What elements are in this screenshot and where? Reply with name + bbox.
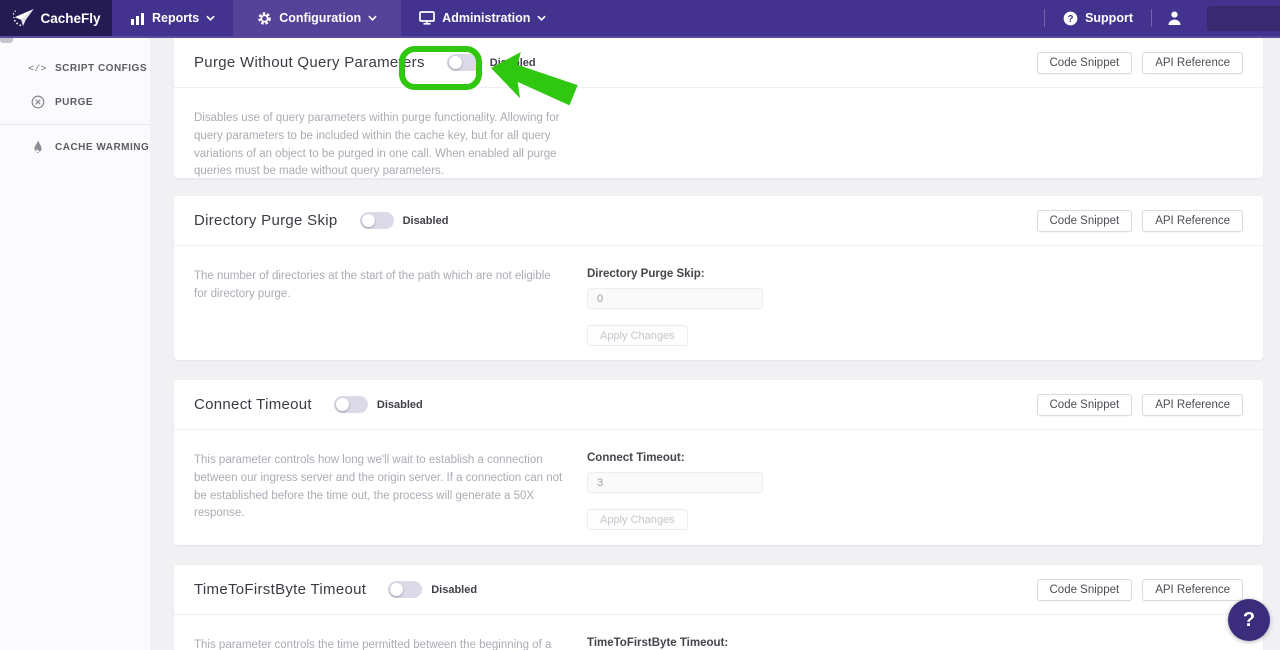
timetofirstbyte-timeout-toggle[interactable]: Disabled — [388, 581, 477, 598]
card-title: Connect Timeout — [194, 396, 312, 413]
input-label: TimeToFirstByte Timeout: — [587, 637, 729, 649]
navbar-divider — [1151, 9, 1152, 27]
toggle-status: Disabled — [489, 56, 536, 69]
toggle-knob — [361, 214, 375, 227]
setting-form: Directory Purge Skip: Apply Changes — [587, 268, 763, 360]
toggle-switch[interactable] — [388, 581, 423, 598]
card-connect-timeout: Connect Timeout Disabled Code Snippet AP… — [174, 380, 1263, 545]
apply-changes-button[interactable]: Apply Changes — [587, 509, 688, 530]
user-icon — [1166, 10, 1183, 26]
input-label: Connect Timeout: — [587, 452, 685, 464]
toggle-status: Disabled — [431, 583, 478, 596]
question-mark-label: ? — [1242, 608, 1256, 631]
setting-description: This parameter controls how long we'll w… — [194, 454, 563, 520]
sidebar-item-script-configs[interactable]: </> SCRIPT CONFIGS — [28, 62, 148, 74]
sidebar-item-partial-icon — [0, 38, 13, 43]
apply-changes-button[interactable]: Apply Changes — [587, 325, 688, 346]
sidebar-divider — [0, 124, 150, 125]
nav-configuration[interactable]: Configuration — [233, 0, 402, 36]
bar-chart-icon — [130, 12, 145, 25]
user-menu-button[interactable] — [1152, 10, 1197, 26]
settings-sidebar: </> SCRIPT CONFIGS PURGE CACHE WARMING — [0, 38, 150, 650]
nav-support[interactable]: ? Support — [1045, 11, 1151, 26]
toggle-switch[interactable] — [333, 396, 368, 413]
toggle-status: Disabled — [402, 214, 449, 227]
toggle-knob — [390, 583, 404, 596]
nav-reports[interactable]: Reports — [112, 0, 233, 36]
chevron-down-icon — [537, 15, 547, 21]
nav-administration[interactable]: Administration — [401, 0, 564, 36]
cachefly-logo[interactable]: CacheFly — [0, 0, 112, 36]
card-title: Directory Purge Skip — [194, 212, 338, 229]
card-timetofirstbyte-timeout: TimeToFirstByte Timeout Disabled Code Sn… — [174, 565, 1263, 650]
card-directory-purge-skip: Directory Purge Skip Disabled Code Snipp… — [174, 196, 1263, 360]
chevron-down-icon — [368, 15, 377, 21]
account-menu-area[interactable] — [1207, 5, 1280, 31]
card-body: This parameter controls the time permitt… — [174, 615, 1263, 650]
toggle-status: Disabled — [376, 398, 423, 411]
navbar-divider — [1044, 9, 1046, 27]
connect-timeout-input[interactable] — [587, 472, 763, 493]
api-reference-button[interactable]: API Reference — [1142, 578, 1243, 601]
question-circle-icon: ? — [1063, 11, 1078, 26]
settings-main: Purge Without Query Parameters Disabled … — [174, 38, 1263, 650]
card-body: Disables use of query parameters within … — [174, 88, 1263, 178]
sidebar-item-cache-warming[interactable]: CACHE WARMING — [0, 130, 150, 164]
api-reference-button[interactable]: API Reference — [1142, 209, 1243, 232]
code-snippet-button[interactable]: Code Snippet — [1036, 578, 1133, 601]
toggle-knob — [335, 398, 349, 411]
brand-name: CacheFly — [40, 10, 101, 26]
code-snippet-button[interactable]: Code Snippet — [1036, 393, 1133, 416]
setting-form: Connect Timeout: Apply Changes — [587, 452, 763, 545]
circle-x-icon — [30, 95, 45, 109]
purge-without-query-parameters-toggle[interactable]: Disabled — [446, 54, 536, 71]
toggle-switch[interactable] — [446, 54, 481, 71]
paper-plane-icon — [11, 8, 35, 28]
card-body: The number of directories at the start o… — [174, 246, 1263, 360]
setting-form: TimeToFirstByte Timeout: — [587, 637, 728, 650]
code-icon: </> — [28, 62, 47, 74]
card-title: Purge Without Query Parameters — [194, 54, 425, 71]
api-reference-button[interactable]: API Reference — [1142, 393, 1243, 416]
monitor-icon — [419, 11, 436, 25]
card-header: Purge Without Query Parameters Disabled … — [174, 38, 1263, 88]
gear-icon — [257, 11, 272, 26]
card-title: TimeToFirstByte Timeout — [194, 581, 367, 598]
sidebar-item-purge[interactable]: PURGE — [0, 85, 150, 119]
card-header: TimeToFirstByte Timeout Disabled Code Sn… — [174, 565, 1263, 615]
code-snippet-button[interactable]: Code Snippet — [1036, 51, 1133, 74]
card-body: This parameter controls how long we'll w… — [174, 430, 1263, 545]
api-reference-button[interactable]: API Reference — [1142, 51, 1243, 74]
directory-purge-skip-toggle[interactable]: Disabled — [359, 212, 449, 229]
code-snippet-button[interactable]: Code Snippet — [1036, 209, 1133, 232]
chevron-down-icon — [206, 15, 215, 21]
card-purge-without-query-parameters: Purge Without Query Parameters Disabled … — [174, 38, 1263, 178]
flame-icon — [30, 140, 45, 154]
toggle-knob — [448, 56, 462, 69]
setting-description: This parameter controls the time permitt… — [194, 639, 552, 650]
setting-description: Disables use of query parameters within … — [194, 112, 560, 178]
directory-purge-skip-input[interactable] — [587, 288, 763, 309]
svg-text:?: ? — [1068, 13, 1074, 24]
toggle-switch[interactable] — [359, 212, 394, 229]
card-header: Connect Timeout Disabled Code Snippet AP… — [174, 380, 1263, 430]
navbar-right: ? Support — [1044, 0, 1280, 36]
connect-timeout-toggle[interactable]: Disabled — [333, 396, 423, 413]
top-navbar: CacheFly Reports Configuration — [0, 0, 1280, 38]
card-header: Directory Purge Skip Disabled Code Snipp… — [174, 196, 1263, 246]
setting-description: The number of directories at the start o… — [194, 270, 551, 300]
input-label: Directory Purge Skip: — [587, 268, 705, 280]
help-button[interactable]: ? — [1228, 599, 1270, 641]
